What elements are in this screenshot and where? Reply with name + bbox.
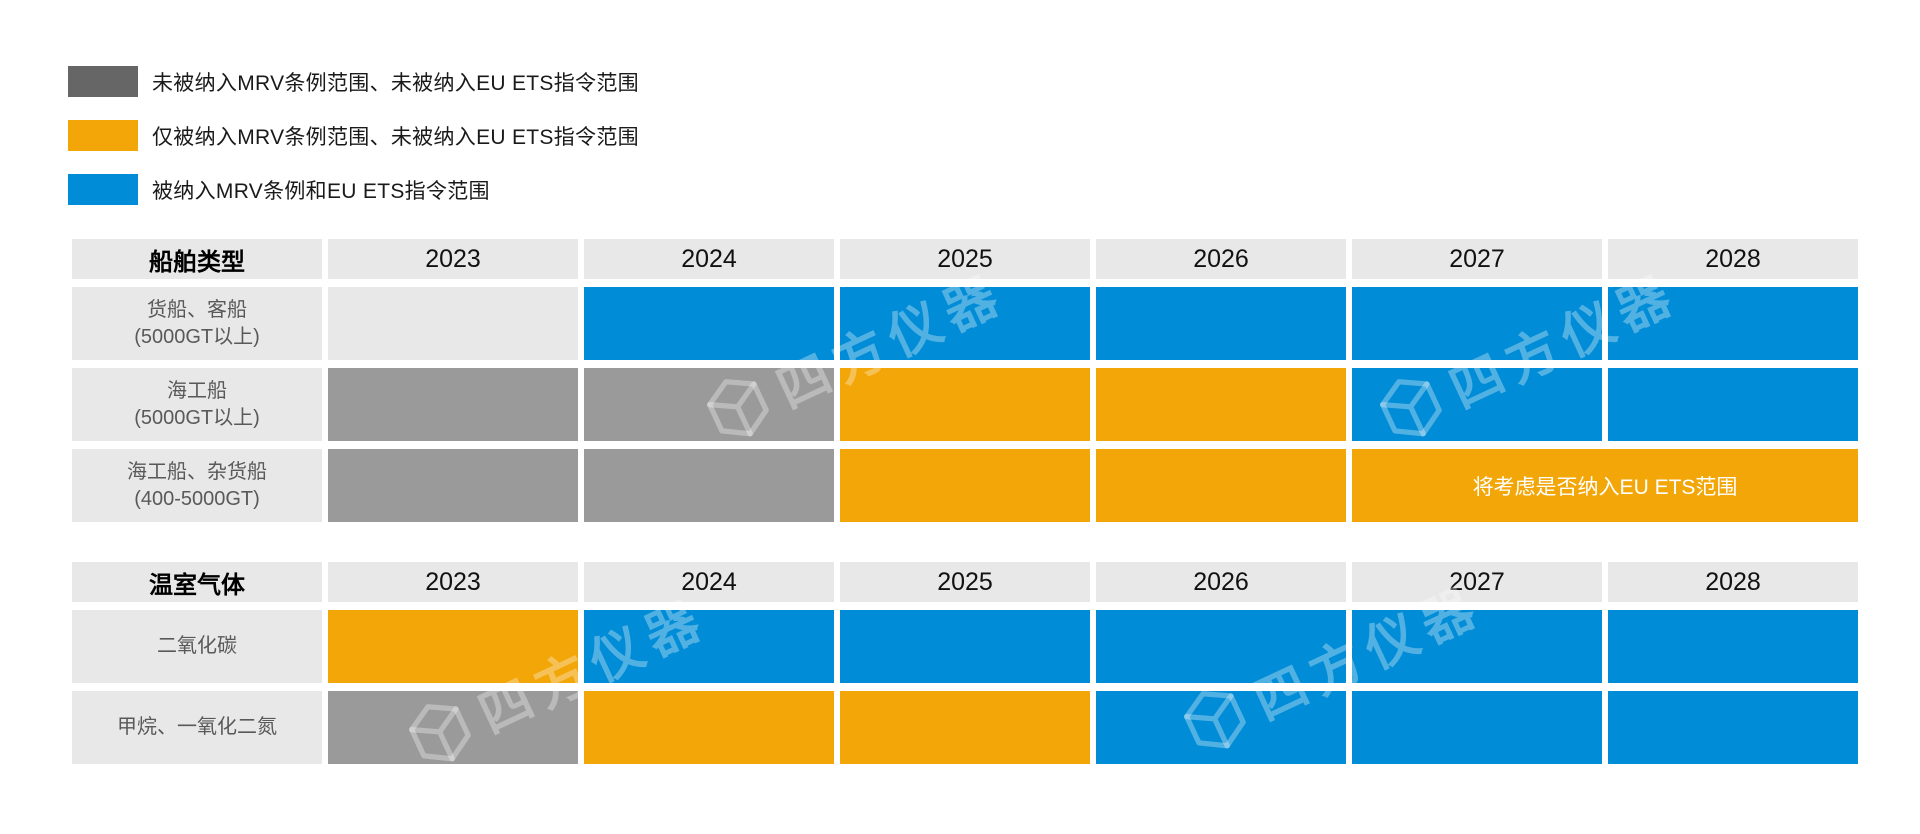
status-cell xyxy=(1096,287,1346,360)
legend-label: 被纳入MRV条例和EU ETS指令范围 xyxy=(152,179,490,203)
ship-type-table: 船舶类型 2023 2024 2025 2026 2027 2028 货船、客船 (5000GT… xyxy=(72,239,1858,522)
row-label: 二氧化碳 xyxy=(72,610,322,683)
row-label-line: 海工船 xyxy=(167,379,227,402)
status-cell xyxy=(584,287,834,360)
year-header-cell: 2027 xyxy=(1352,562,1602,602)
year-header-cell: 2025 xyxy=(840,562,1090,602)
row-label-line: (400-5000GT) xyxy=(134,487,260,510)
row-label: 甲烷、一氧化二氮 xyxy=(72,691,322,764)
status-cell xyxy=(1096,449,1346,522)
status-cell xyxy=(328,610,578,683)
table-title-header-cell: 温室气体 xyxy=(72,562,322,602)
status-cell xyxy=(840,368,1090,441)
year-header-cell: 2025 xyxy=(840,239,1090,279)
row-label-line: 甲烷、一氧化二氮 xyxy=(117,716,277,738)
status-cell xyxy=(328,287,578,360)
row-label-line: (5000GT以上) xyxy=(134,406,260,429)
legend-swatch xyxy=(68,120,138,151)
row-label: 海工船、杂货船 (400-5000GT) xyxy=(72,449,322,522)
row-label: 海工船 (5000GT以上) xyxy=(72,368,322,441)
year-header-cell: 2028 xyxy=(1608,239,1858,279)
legend-swatch xyxy=(68,66,138,97)
status-cell xyxy=(584,368,834,441)
status-cell xyxy=(1608,287,1858,360)
status-cell xyxy=(1096,691,1346,764)
status-cell xyxy=(1352,287,1602,360)
status-cell xyxy=(1096,368,1346,441)
status-cell: 将考虑是否纳入EU ETS范围 xyxy=(1352,449,1858,522)
row-label-line: 海工船、杂货船 xyxy=(127,460,267,483)
year-header-cell: 2026 xyxy=(1096,239,1346,279)
status-cell xyxy=(1608,691,1858,764)
status-cell xyxy=(1608,368,1858,441)
row-label-line: 货船、客船 xyxy=(147,298,247,321)
legend-item: 未被纳入MRV条例范围、未被纳入EU ETS指令范围 xyxy=(68,66,639,97)
greenhouse-gas-table: 温室气体 2023 2024 2025 2026 2027 2028 二氧化碳甲烷、一氧化二氮 xyxy=(72,562,1858,764)
year-header-cell: 2024 xyxy=(584,239,834,279)
row-label-line: (5000GT以上) xyxy=(134,325,260,348)
status-cell xyxy=(1096,610,1346,683)
status-cell xyxy=(584,610,834,683)
legend: 未被纳入MRV条例范围、未被纳入EU ETS指令范围 仅被纳入MRV条例范围、未被… xyxy=(68,66,639,205)
status-cell xyxy=(328,368,578,441)
status-cell xyxy=(584,449,834,522)
legend-item: 被纳入MRV条例和EU ETS指令范围 xyxy=(68,174,639,205)
status-cell xyxy=(328,691,578,764)
year-header-cell: 2024 xyxy=(584,562,834,602)
year-header-cell: 2027 xyxy=(1352,239,1602,279)
year-header-cell: 2026 xyxy=(1096,562,1346,602)
status-cell xyxy=(840,287,1090,360)
status-cell xyxy=(1352,610,1602,683)
legend-swatch xyxy=(68,174,138,205)
status-cell xyxy=(584,691,834,764)
legend-item: 仅被纳入MRV条例范围、未被纳入EU ETS指令范围 xyxy=(68,120,639,151)
year-header-cell: 2023 xyxy=(328,239,578,279)
year-header-cell: 2028 xyxy=(1608,562,1858,602)
status-cell xyxy=(1352,368,1602,441)
status-cell xyxy=(840,610,1090,683)
row-label: 货船、客船 (5000GT以上) xyxy=(72,287,322,360)
year-header-cell: 2023 xyxy=(328,562,578,602)
legend-label: 未被纳入MRV条例范围、未被纳入EU ETS指令范围 xyxy=(152,71,639,95)
table-title-header-cell: 船舶类型 xyxy=(72,239,322,279)
status-cell xyxy=(1352,691,1602,764)
status-cell xyxy=(1608,610,1858,683)
row-label-line: 二氧化碳 xyxy=(157,635,237,657)
status-cell xyxy=(840,691,1090,764)
legend-label: 仅被纳入MRV条例范围、未被纳入EU ETS指令范围 xyxy=(152,125,639,149)
status-cell xyxy=(840,449,1090,522)
status-cell xyxy=(328,449,578,522)
